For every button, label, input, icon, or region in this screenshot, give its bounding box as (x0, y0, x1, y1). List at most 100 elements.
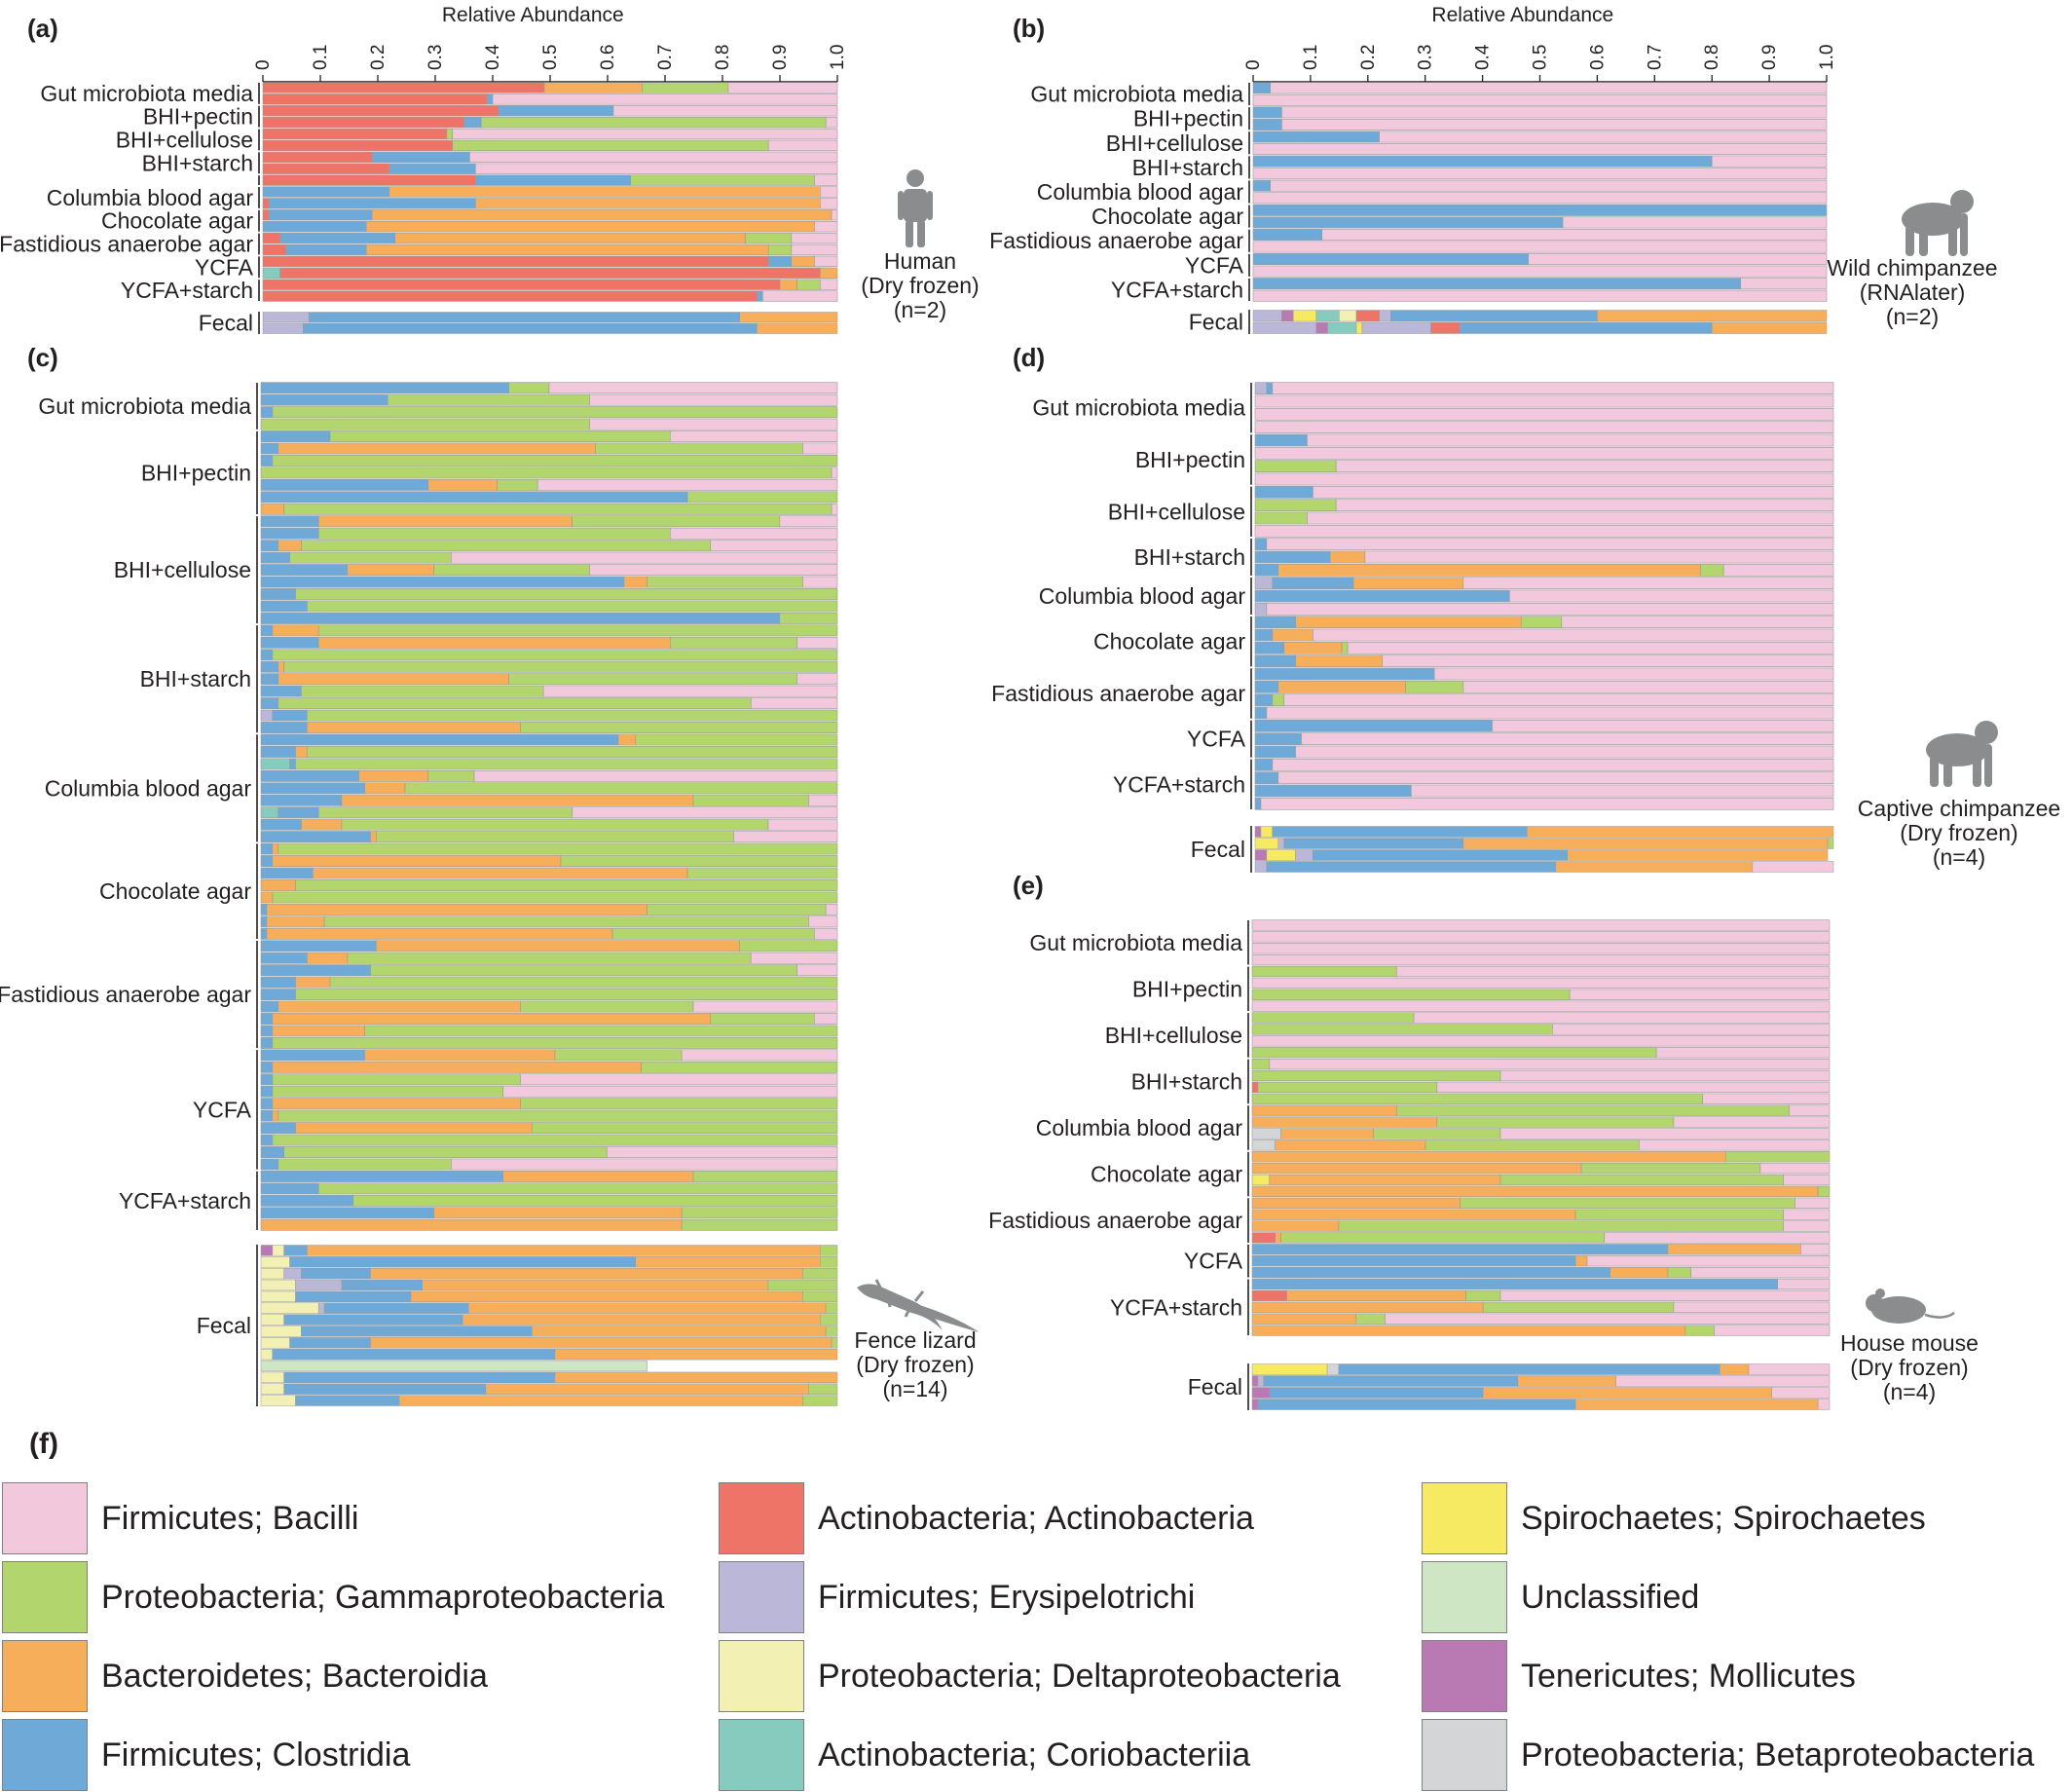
bar-segment (260, 515, 319, 528)
fecal-bar-segment (260, 1256, 290, 1268)
bar-segment (1254, 538, 1268, 551)
bar-segment (819, 186, 838, 198)
bar-segment (1272, 382, 1834, 395)
legend-item: Actinobacteria; Coriobacteriia (719, 1719, 1250, 1791)
bar-segment (1252, 265, 1828, 278)
fecal-bar-segment (260, 1267, 284, 1280)
fecal-bar-segment (1257, 1399, 1576, 1410)
bar-segment (295, 1122, 533, 1135)
panel-3: (d) Gut microbiota media BHI+pectin BHI+cel… (991, 343, 2060, 873)
bar-segment (295, 879, 838, 891)
bar-segment (1254, 511, 1308, 525)
bar-segment (272, 1134, 838, 1146)
bar-segment (692, 794, 809, 806)
bar-segment (611, 927, 815, 940)
bar-segment (307, 746, 838, 758)
bar-segment (1277, 771, 1834, 785)
bar-segment (1260, 797, 1834, 810)
bar-segment (260, 952, 308, 964)
bar-segment (317, 624, 838, 637)
bar-segment (260, 733, 619, 746)
legend-label: Proteobacteria; Betaproteobacteria (1521, 1736, 2035, 1773)
bar-segment (260, 794, 343, 806)
bar-segment (260, 1122, 296, 1135)
bar-segment (1254, 745, 1296, 759)
chimp-silhouette-icon (1902, 190, 1974, 256)
bar-segment (1413, 1012, 1831, 1024)
legend-swatch (719, 1719, 804, 1791)
bar-segment (520, 1073, 838, 1086)
bar-segment (364, 1025, 838, 1037)
bar-segment (1252, 278, 1741, 290)
fecal-bar-segment (1251, 1399, 1259, 1410)
panel-letter: (a) (27, 14, 58, 43)
bar-segment (283, 503, 832, 515)
bar-segment (831, 503, 838, 515)
fecal-label: Fecal (199, 311, 253, 336)
fecal-bar-segment (1283, 838, 1464, 849)
bar-segment (542, 685, 838, 697)
bar-segment (572, 806, 838, 819)
bar-segment (1321, 228, 1828, 241)
legend-swatch (719, 1561, 804, 1633)
legend-label: Proteobacteria; Gammaproteobacteria (101, 1578, 665, 1616)
group-label: Chocolate agar (99, 878, 251, 904)
bar-segment (1347, 641, 1834, 654)
x-tick-label: 0.1 (311, 45, 331, 70)
bar-segment (808, 915, 838, 928)
bar-segment (1280, 1232, 1606, 1244)
bar-segment (283, 1146, 608, 1158)
bar-segment (278, 660, 284, 673)
group-label: Fastidious anaerobe agar (991, 681, 1245, 706)
bar-segment (260, 903, 268, 915)
bar-segment (260, 382, 509, 394)
bar-segment (1280, 1128, 1374, 1139)
bar-segment (1307, 433, 1834, 447)
fecal-bar-segment (260, 1337, 290, 1349)
fecal-bar-segment (301, 1267, 371, 1280)
bar-segment (767, 255, 793, 268)
bar-segment (262, 279, 781, 290)
group-label: Columbia blood agar (45, 775, 252, 801)
bar-segment (469, 151, 838, 163)
bar-segment (1684, 1325, 1715, 1336)
bar-segment (260, 600, 308, 613)
fecal-label: Fecal (1189, 310, 1243, 335)
fecal-bar-segment (1517, 1375, 1616, 1387)
bar-segment (1251, 1035, 1831, 1047)
bar-segment (1251, 1185, 1819, 1198)
fecal-bar-segment (767, 1279, 838, 1291)
organism-label: Captive chimpanzee (1858, 796, 2060, 821)
chimp-leg (1906, 225, 1914, 256)
fecal-bar-segment (1390, 310, 1598, 322)
bar-segment (262, 221, 367, 233)
fecal-bar-segment (283, 1371, 556, 1384)
fecal-bar-segment (1251, 1363, 1328, 1375)
human-leg (917, 220, 925, 247)
bar-segment (452, 128, 838, 140)
bar-segment (262, 139, 453, 152)
fecal-bar-segment (1720, 1363, 1750, 1375)
bar-segment (1433, 667, 1834, 681)
bar-segment (260, 576, 625, 588)
bar-segment (1254, 563, 1279, 577)
organism-label: (n=2) (894, 297, 946, 322)
bar-segment (260, 527, 319, 540)
bar-segment (260, 1207, 434, 1219)
bar-segment (1783, 1209, 1831, 1220)
bar-segment (260, 746, 296, 758)
bar-segment (560, 855, 838, 867)
bar-segment (262, 267, 281, 279)
fecal-bar-segment (1430, 321, 1461, 334)
group-label: BHI+pectin (143, 104, 253, 130)
bar-segment (278, 442, 596, 455)
organism-label: Fence lizard (854, 1327, 976, 1353)
bar-segment (474, 198, 821, 209)
bar-segment (1251, 989, 1571, 1000)
bar-segment (376, 831, 734, 843)
bar-segment (1395, 965, 1831, 978)
bar-segment (1254, 758, 1274, 771)
fecal-bar-segment (1361, 321, 1431, 334)
bar-segment (272, 1073, 521, 1086)
bar-segment (1783, 1174, 1831, 1186)
